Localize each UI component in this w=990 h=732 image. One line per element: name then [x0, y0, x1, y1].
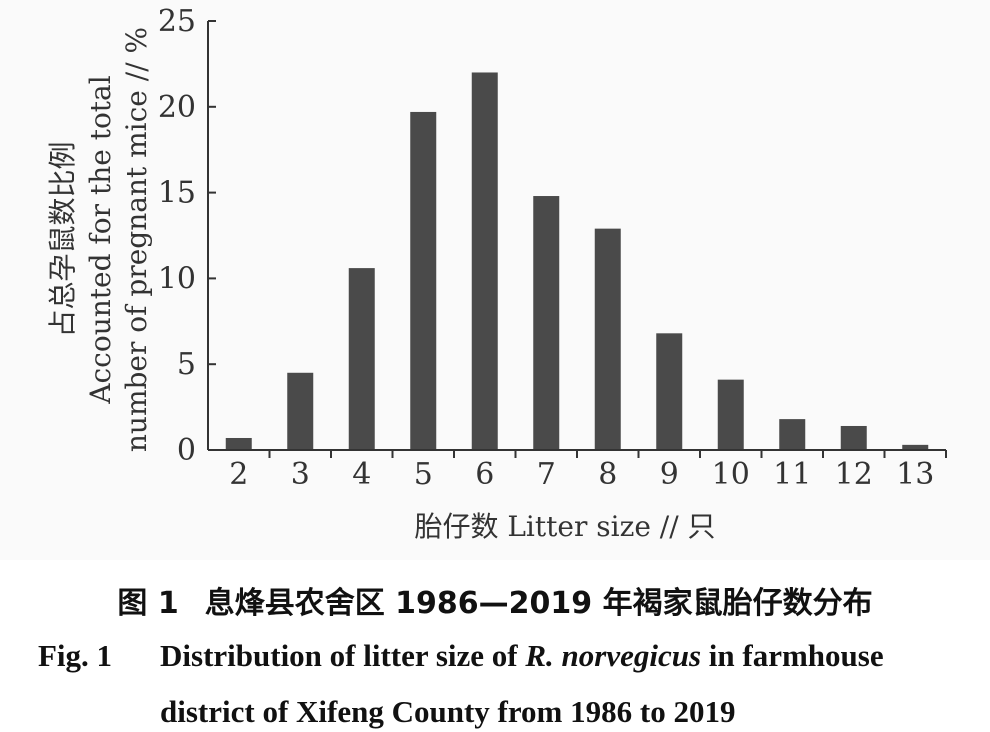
bar-12 [840, 425, 867, 450]
bar-10 [717, 379, 744, 450]
chart-area: 0 5 10 15 20 25 2 3 4 5 6 7 8 9 10 11 12 13 胎仔数 Litter s… [46, 4, 947, 543]
figure-number-en: Fig. 1 [38, 638, 113, 673]
caption-text-cn: 息烽县农舍区 1986—2019 年褐家鼠胎仔数分布 [204, 586, 873, 621]
y-ticks-group: 0 5 10 15 20 25 [158, 4, 216, 468]
x-tick-label: 8 [598, 457, 617, 492]
y-axis-title-line: Accounted for the total [84, 75, 117, 404]
x-tick-label: 4 [352, 457, 371, 492]
x-tick-label: 3 [291, 457, 310, 492]
bar-9 [656, 333, 683, 450]
figure-caption-english-line1: Fig. 1 Distribution of litter size of R. … [38, 638, 990, 674]
x-axis-title: 胎仔数 Litter size // 只 [414, 510, 715, 543]
y-tick-label: 10 [158, 261, 196, 296]
x-tick-label: 11 [773, 457, 811, 492]
y-tick-label: 25 [158, 4, 196, 39]
y-tick-label: 5 [177, 347, 196, 382]
y-axis-title-line: number of pregnant mice // % [120, 27, 153, 452]
caption-en-line2: district of Xifeng County from 1986 to 2… [160, 694, 736, 729]
x-tick-label: 10 [712, 457, 750, 492]
x-tick-label: 12 [835, 457, 873, 492]
y-axis-title: 占总孕鼠数比例 Accounted for the total number of … [46, 27, 153, 452]
bar-7 [533, 196, 560, 450]
bar-2 [225, 437, 252, 450]
figure-caption-english-line2: district of Xifeng County from 1986 to 2… [160, 694, 990, 730]
caption-en-suffix: in farmhouse [701, 638, 884, 673]
y-axis-title-line: 占总孕鼠数比例 [46, 141, 79, 337]
bar-8 [594, 228, 621, 450]
bar-5 [410, 111, 437, 450]
bar-13 [902, 444, 929, 450]
figure-caption-chinese: 图 1 息烽县农舍区 1986—2019 年褐家鼠胎仔数分布 [0, 578, 990, 622]
x-tick-label: 7 [537, 457, 556, 492]
x-tick-label: 6 [475, 457, 494, 492]
x-tick-label: 2 [229, 457, 248, 492]
bar-4 [348, 268, 375, 450]
caption-en-species: R. norvegicus [525, 638, 702, 673]
bars-group [225, 72, 929, 450]
x-ticks-group: 2 3 4 5 6 7 8 9 10 11 12 13 [229, 450, 947, 492]
figure-number-cn: 图 1 [117, 586, 179, 621]
y-tick-label: 15 [158, 176, 196, 211]
x-tick-label: 13 [896, 457, 934, 492]
x-tick-label: 9 [660, 457, 679, 492]
caption-en-prefix: Distribution of litter size of [160, 638, 526, 673]
bar-6 [471, 72, 498, 450]
bar-11 [779, 419, 806, 450]
y-tick-label: 20 [158, 90, 196, 125]
bar-3 [287, 372, 314, 450]
y-tick-label: 0 [177, 433, 196, 468]
bar-chart: 0 5 10 15 20 25 2 3 4 5 6 7 8 9 10 11 12 13 胎仔数 Litter s… [46, 4, 947, 543]
x-tick-label: 5 [414, 457, 433, 492]
